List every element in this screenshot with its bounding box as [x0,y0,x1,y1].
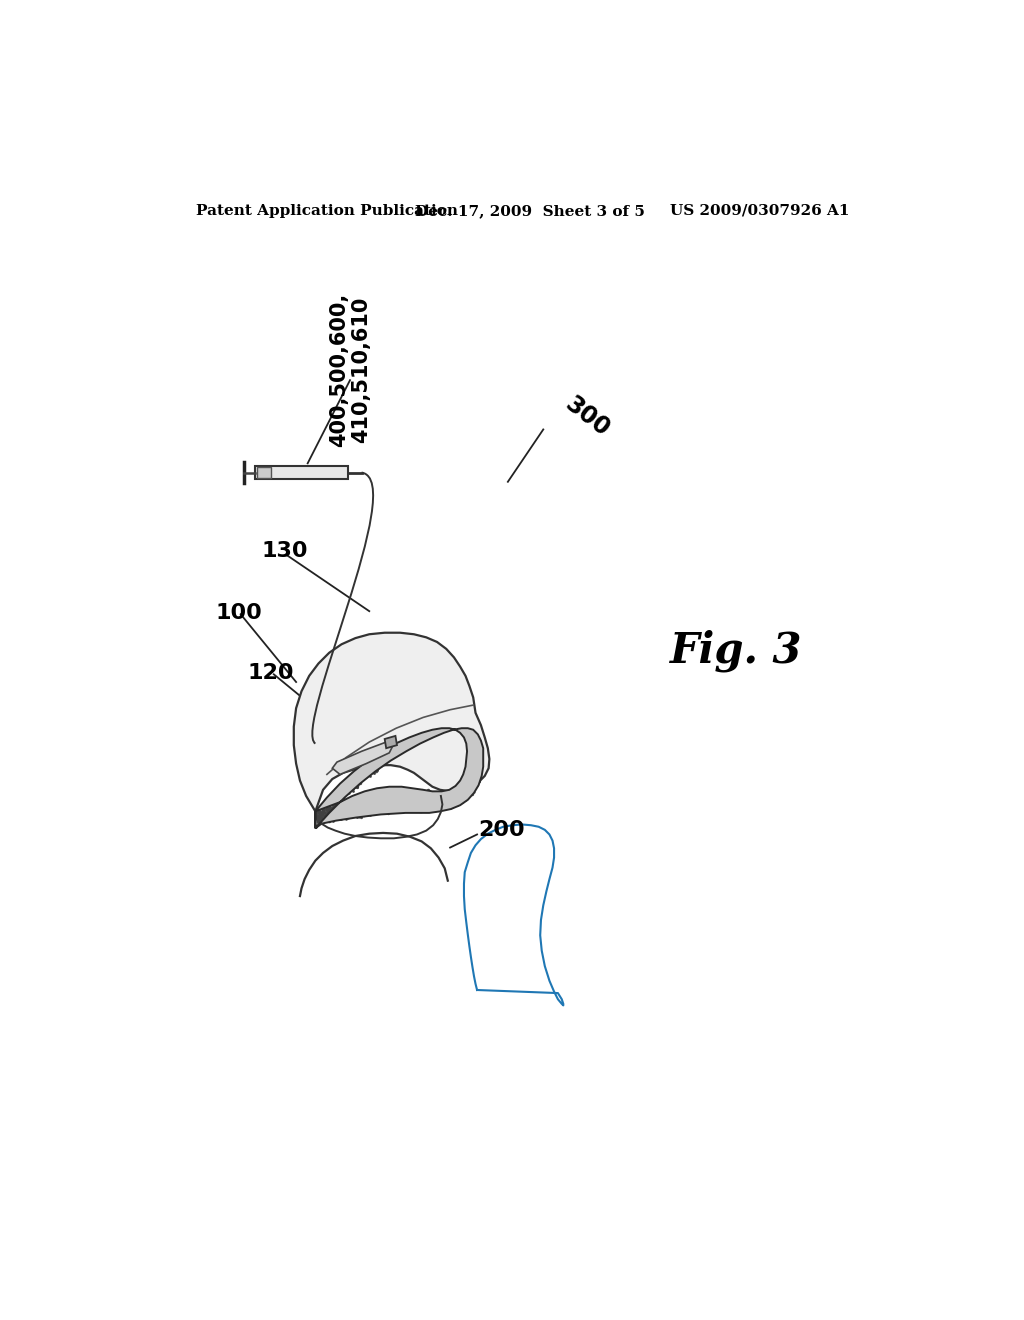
Bar [257,467,270,478]
Text: Patent Application Publication: Patent Application Publication [196,203,458,218]
Polygon shape [294,632,489,812]
Text: 300: 300 [560,392,614,441]
Text: 400,500,600,
410,510,610: 400,500,600, 410,510,610 [329,293,372,446]
Polygon shape [385,737,397,748]
Polygon shape [333,742,392,775]
Text: 200: 200 [478,820,525,840]
Text: Fig. 3: Fig. 3 [670,630,802,672]
Text: Dec. 17, 2009  Sheet 3 of 5: Dec. 17, 2009 Sheet 3 of 5 [416,203,645,218]
Polygon shape [315,729,483,829]
Text: 130: 130 [261,541,308,561]
Text: US 2009/0307926 A1: US 2009/0307926 A1 [670,203,849,218]
Text: 100: 100 [215,603,262,623]
Text: 120: 120 [248,663,294,682]
Bar [255,466,348,479]
